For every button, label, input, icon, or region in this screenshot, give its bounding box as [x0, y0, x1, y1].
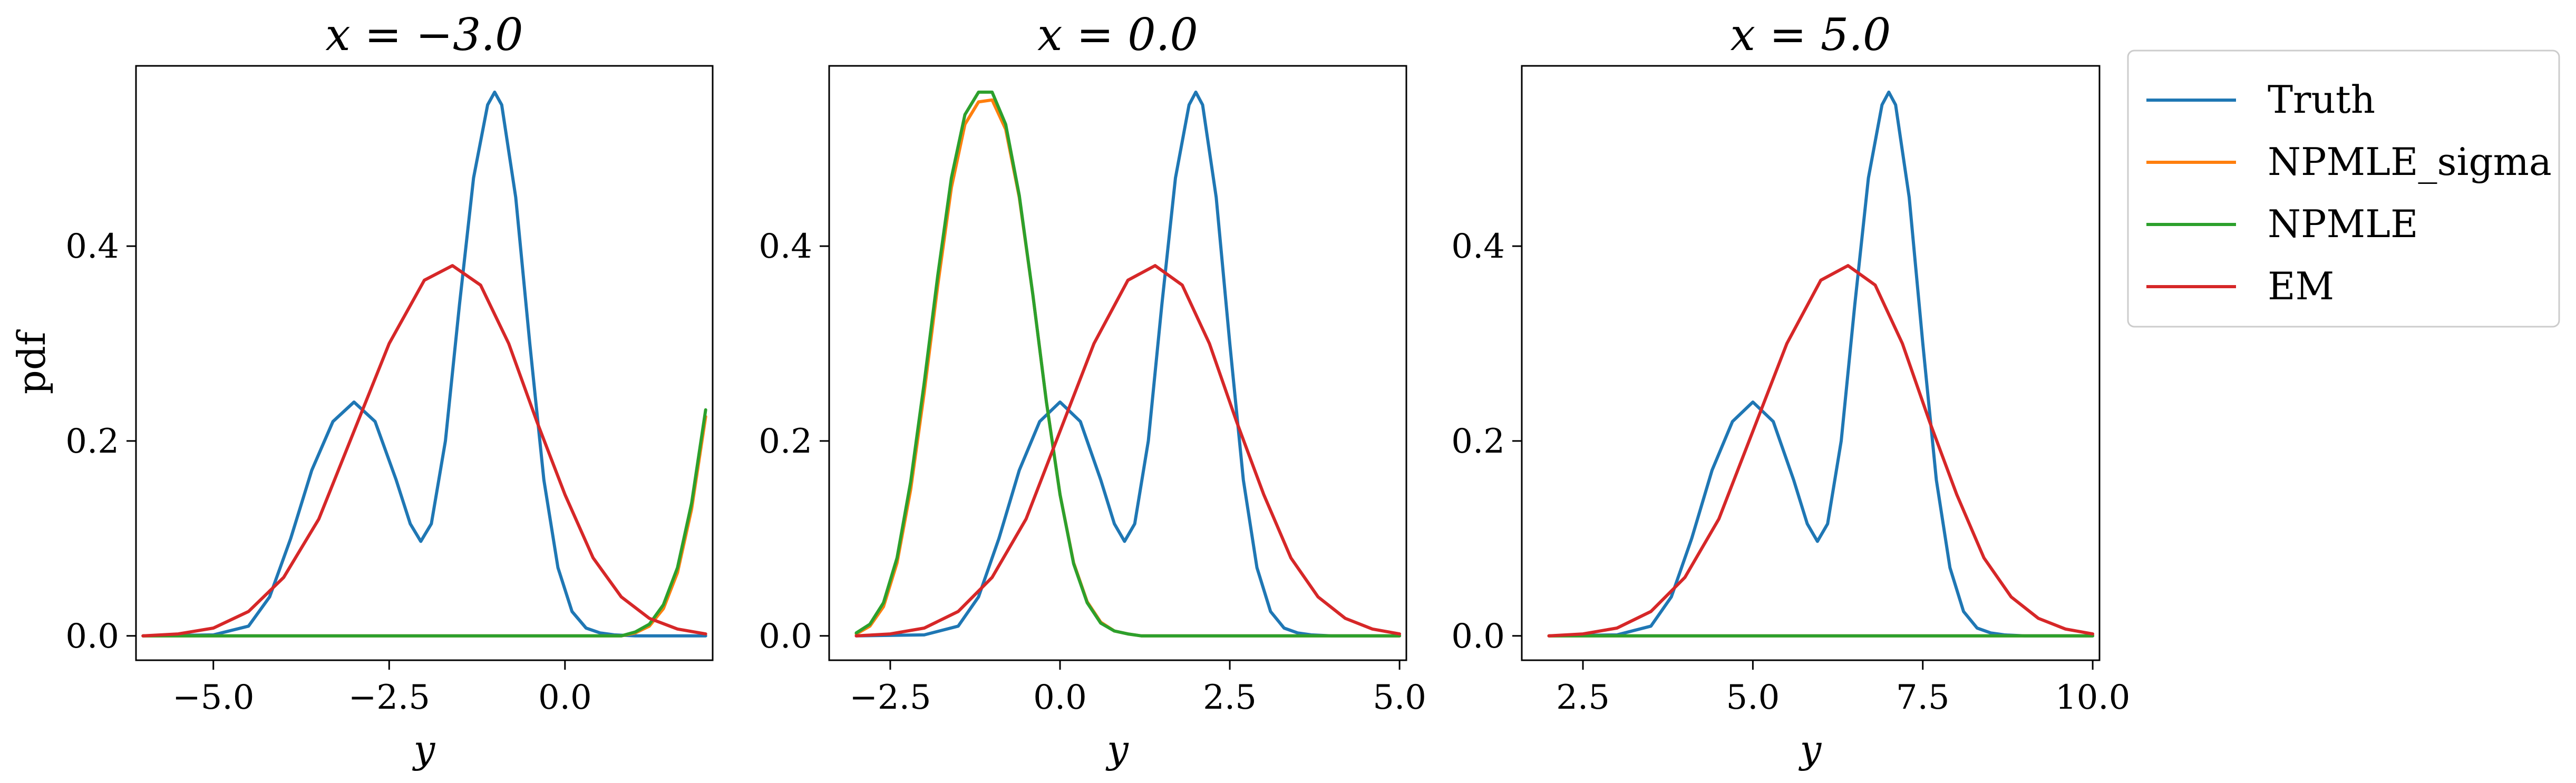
y-tick-label: 0.0	[1451, 617, 1505, 656]
y-tick-label: 0.4	[759, 227, 812, 266]
series-line-npmle	[141, 408, 707, 638]
x-axis-label: y	[1105, 727, 1129, 771]
x-axis-label: y	[1799, 727, 1822, 771]
series-lines	[1547, 90, 2095, 638]
x-tick-label: 2.5	[1203, 678, 1257, 717]
y-tick-label: 0.2	[65, 422, 119, 461]
y-axis-label: pdf	[9, 329, 54, 394]
x-axis-label: y	[412, 727, 436, 771]
x-tick-label: −2.5	[849, 678, 931, 717]
y-tick-label: 0.0	[65, 617, 119, 656]
series-lines	[854, 90, 1402, 638]
plot-frame	[828, 65, 1407, 661]
panel-title: x = −3.0	[325, 9, 523, 61]
series-line-em	[854, 264, 1402, 638]
panel-1: −5.0 −2.5 0.0 0.0 0.2 0.4 x = −3.0 y pdf	[9, 9, 714, 771]
x-tick-label: −5.0	[172, 678, 254, 717]
series-line-em	[141, 264, 707, 638]
panel-3: 2.5 5.0 7.5 10.0 0.0 0.2 0.4 x = 5.0 y	[1451, 9, 2130, 771]
y-tick-label: 0.0	[759, 617, 812, 656]
series-line-truth	[854, 90, 1402, 638]
plot-frame	[135, 65, 714, 661]
y-tick-label: 0.4	[1451, 227, 1505, 266]
plot-frame	[1521, 65, 2101, 661]
legend-label-npmle-sigma: NPMLE_sigma	[2268, 140, 2552, 184]
panel-title: x = 0.0	[1037, 9, 1198, 61]
x-tick-label: 2.5	[1556, 678, 1610, 717]
series-line-truth	[141, 90, 707, 638]
x-tick-label: 0.0	[538, 678, 592, 717]
legend-label-em: EM	[2268, 264, 2334, 308]
series-lines	[141, 90, 707, 638]
legend-label-npmle: NPMLE	[2268, 202, 2418, 246]
legend-label-truth: Truth	[2268, 77, 2375, 122]
series-line-em	[1547, 264, 2095, 638]
y-tick-label: 0.2	[759, 422, 812, 461]
legend: Truth NPMLE_sigma NPMLE EM	[2127, 50, 2560, 328]
x-tick-label: 10.0	[2055, 678, 2131, 717]
x-tick-label: 0.0	[1033, 678, 1087, 717]
series-line-npmle	[854, 90, 1402, 638]
x-tick-label: −2.5	[348, 678, 430, 717]
y-tick-label: 0.2	[1451, 422, 1505, 461]
panel-title: x = 5.0	[1731, 9, 1891, 61]
x-tick-label: 7.5	[1896, 678, 1950, 717]
y-tick-label: 0.4	[65, 227, 119, 266]
x-tick-label: 5.0	[1373, 678, 1426, 717]
panel-2: −2.5 0.0 2.5 5.0 0.0 0.2 0.4 x = 0.0 y	[759, 9, 1426, 771]
x-tick-label: 5.0	[1726, 678, 1780, 717]
series-line-truth	[1547, 90, 2095, 638]
legend-box	[2127, 50, 2560, 328]
